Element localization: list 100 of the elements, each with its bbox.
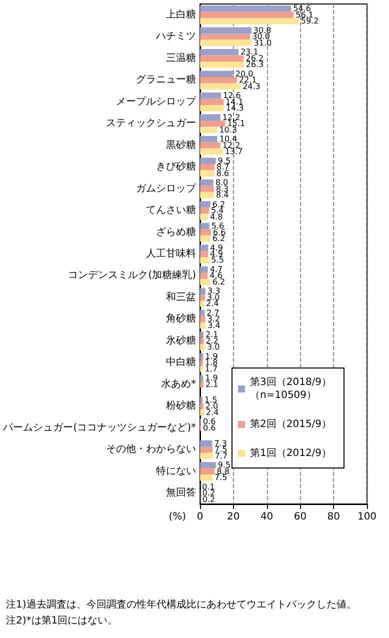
bar (200, 70, 234, 77)
y-tick-label: 水あめ* (161, 378, 196, 390)
y-tick-label: その他・わからない (106, 443, 196, 456)
bar (200, 148, 223, 155)
bar (200, 257, 210, 264)
y-tick-label: 無回答 (166, 486, 196, 499)
data-label: 2.4 (206, 299, 219, 308)
bar (200, 446, 213, 453)
bar (200, 266, 208, 273)
data-label: 9.5 (218, 156, 231, 166)
bar (200, 18, 299, 24)
bar (200, 322, 206, 329)
data-label: 10.3 (219, 125, 238, 134)
data-label: 1.7 (204, 364, 218, 374)
bar (200, 468, 215, 475)
data-label: 3.4 (208, 320, 220, 330)
data-label: 6.2 (212, 277, 226, 286)
bar (200, 201, 210, 208)
data-label: 4.8 (210, 212, 223, 222)
data-label: 0.1 (202, 482, 215, 492)
data-label: 2.1 (206, 380, 218, 389)
x-tick-label: 100 (357, 512, 377, 522)
y-tick-label: ざらめ糖 (156, 226, 196, 238)
bar (200, 98, 224, 105)
y-tick-label: 特にない (156, 464, 196, 477)
bar (200, 288, 206, 294)
bar (200, 278, 210, 286)
legend-label: 第2回（2015/9） (250, 418, 332, 430)
x-tick-label: 20 (227, 512, 240, 522)
bar (200, 49, 239, 56)
bar (200, 332, 204, 338)
text: 注1)過去調査は、今回調査の性年代構成比にあわせてウエイトバックした値。 (6, 598, 356, 610)
y-tick-label: 上白糖 (166, 8, 196, 20)
bar (200, 12, 294, 18)
data-label: 56.1 (296, 10, 314, 20)
text: 注2)*は第1回にはない。 (6, 614, 118, 626)
data-label: 4.9 (210, 243, 223, 252)
bar (200, 316, 206, 322)
bar (200, 27, 252, 34)
data-label: 31.0 (254, 38, 272, 48)
bar (200, 104, 224, 112)
y-tick-label: スティックシュガー (106, 118, 196, 130)
bar (200, 6, 292, 12)
bar (200, 360, 204, 366)
data-label: 2.4 (206, 408, 219, 417)
bar (200, 186, 214, 192)
bar (200, 92, 222, 99)
data-label: 3.0 (207, 342, 220, 352)
y-tick-label: きび砂糖 (156, 160, 196, 173)
data-label: 1.9 (205, 352, 218, 361)
bar (200, 142, 220, 148)
bar (200, 207, 210, 214)
x-tick-label: 80 (327, 512, 340, 522)
data-label: 7.7 (214, 451, 228, 460)
y-tick-label: 黒砂糖 (166, 138, 196, 151)
data-label: 7.3 (214, 438, 227, 448)
legend-label: 第1回（2012/9） (250, 447, 332, 459)
bar (200, 229, 212, 236)
bar (200, 462, 216, 468)
y-tick-label: 粉砂糖 (166, 400, 196, 412)
y-tick-label: 人工甘味料 (146, 248, 196, 260)
bar (200, 409, 204, 416)
bar (200, 55, 244, 62)
data-label: 26.3 (246, 60, 264, 70)
bar (200, 83, 241, 90)
bar (200, 114, 220, 120)
bar (200, 338, 204, 344)
bar (200, 344, 206, 350)
data-label: 7.5 (214, 473, 228, 482)
y-tick-label: 和三盆 (166, 290, 196, 303)
bar (200, 33, 250, 40)
data-label: 1.5 (204, 395, 218, 404)
data-label: 8.6 (216, 168, 230, 178)
bar (200, 222, 210, 230)
bar (200, 474, 213, 481)
x-tick-label: 40 (260, 512, 274, 522)
y-tick-label: 角砂糖 (166, 312, 196, 325)
bar (200, 170, 214, 176)
bar (200, 300, 204, 307)
data-label: 0.6 (203, 423, 216, 432)
bar (200, 76, 237, 84)
y-tick-label: ガムシロップ (136, 182, 197, 194)
bar (200, 375, 204, 382)
y-tick-label: 氷砂糖 (166, 334, 196, 346)
bar (200, 366, 203, 372)
y-tick-label: 中白糖 (166, 356, 196, 368)
data-label: 5.5 (211, 256, 224, 265)
bar (200, 164, 215, 170)
bar (200, 192, 214, 198)
bar (200, 61, 244, 68)
y-tick-label: コンデンスミルク(加糖練乳) (68, 269, 196, 282)
bar (200, 272, 208, 279)
bar (200, 452, 213, 459)
x-tick-label: 60 (294, 512, 307, 522)
bar (200, 310, 205, 316)
data-label: 59.2 (300, 16, 319, 26)
legend-label: 第3回（2018/9）（n=10509） (250, 376, 332, 401)
y-tick-label: パームシュガー(ココナッツシュガーなど)* (2, 422, 196, 434)
data-label: 24.3 (242, 82, 260, 91)
bar (200, 353, 204, 360)
